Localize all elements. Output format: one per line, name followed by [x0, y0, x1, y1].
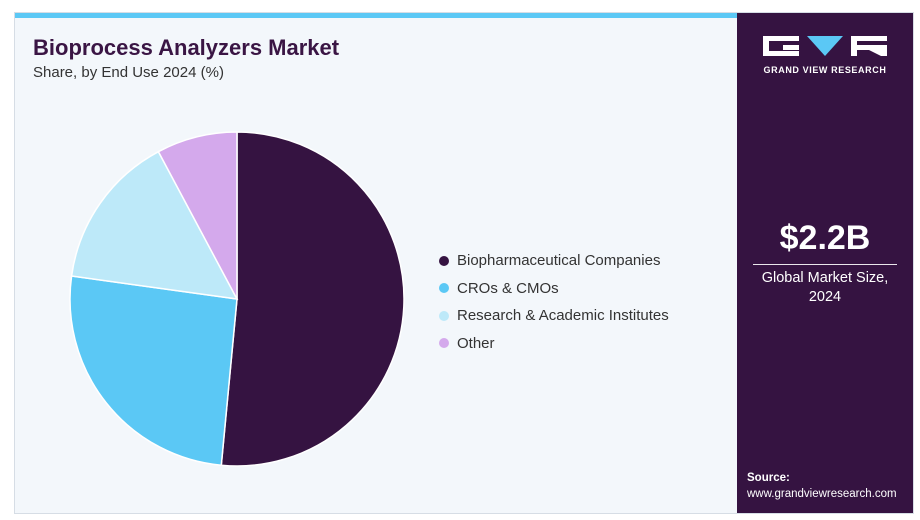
pie-slice-biopharmaceutical-companies — [220, 131, 405, 467]
legend-swatch — [439, 310, 449, 321]
pie-chart — [69, 131, 405, 467]
brand-logo-icon — [763, 36, 887, 56]
legend-label: Other — [457, 334, 495, 352]
legend-label: Biopharmaceutical Companies — [457, 252, 661, 270]
legend-item: Research & Academic Institutes — [439, 302, 669, 330]
legend-item: CROs & CMOs — [439, 275, 669, 303]
legend-swatch — [439, 283, 449, 294]
legend-label: CROs & CMOs — [457, 279, 559, 297]
chart-title: Bioprocess Analyzers Market — [33, 35, 340, 60]
legend-swatch — [439, 338, 449, 349]
brand-name: GRAND VIEW RESEARCH — [763, 65, 887, 75]
legend-item: Other — [439, 330, 669, 358]
legend-swatch — [439, 255, 449, 266]
chart-card: Bioprocess Analyzers Market Share, by En… — [14, 12, 914, 514]
sidebar-panel: GRAND VIEW RESEARCH $2.2B Global Market … — [737, 13, 913, 513]
kpi-divider — [753, 264, 897, 265]
legend-label: Research & Academic Institutes — [457, 307, 669, 325]
legend-item: Biopharmaceutical Companies — [439, 247, 669, 275]
market-size-label-line1: Global Market Size, — [761, 270, 889, 286]
chart-subtitle: Share, by End Use 2024 (%) — [33, 64, 224, 81]
pie-slice-cros-cmos — [69, 275, 238, 467]
pie-slice-research-academic-institutes — [70, 150, 239, 300]
source-label: Source: — [747, 472, 790, 484]
market-size-label: Global Market Size, 2024 — [737, 269, 913, 307]
market-size-value: $2.2B — [779, 219, 871, 257]
pie-slice-other — [157, 131, 238, 300]
source-link[interactable]: www.grandviewresearch.com — [747, 488, 897, 500]
accent-bar — [15, 13, 737, 18]
market-size-label-line2: 2024 — [808, 289, 842, 305]
chart-legend: Biopharmaceutical Companies CROs & CMOs Re… — [439, 247, 669, 357]
